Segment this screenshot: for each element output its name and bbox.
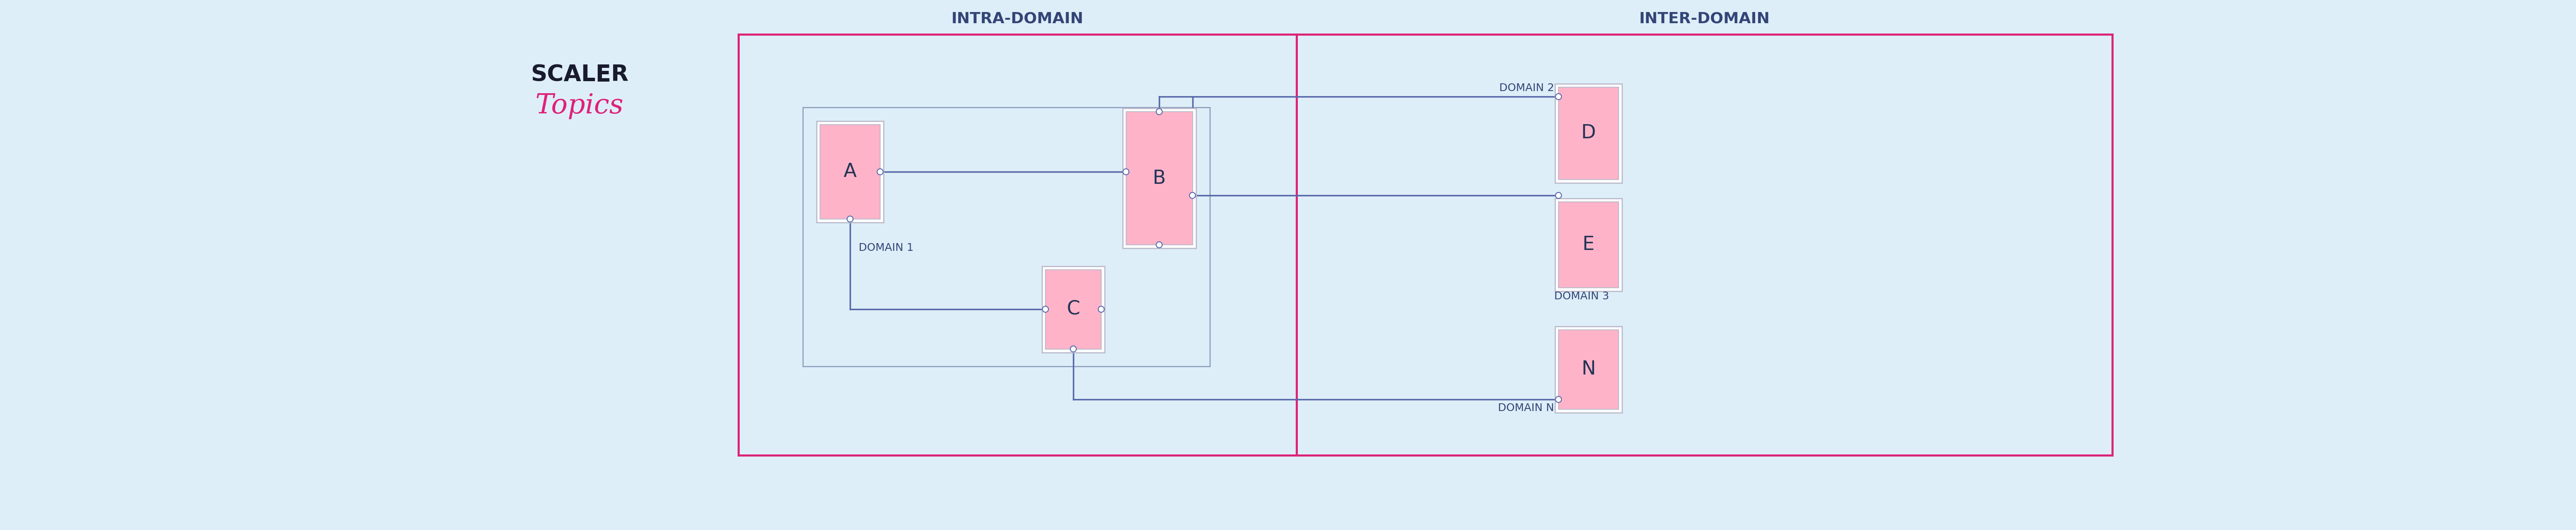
Text: B: B <box>1151 169 1167 188</box>
Text: N: N <box>1582 360 1595 378</box>
Circle shape <box>1157 242 1162 248</box>
Circle shape <box>1556 94 1561 100</box>
Circle shape <box>876 169 884 175</box>
Text: DOMAIN 3: DOMAIN 3 <box>1553 291 1610 302</box>
Text: Topics: Topics <box>536 92 623 119</box>
FancyBboxPatch shape <box>1558 330 1618 409</box>
Text: E: E <box>1582 235 1595 254</box>
FancyBboxPatch shape <box>1556 326 1623 412</box>
FancyBboxPatch shape <box>1558 202 1618 288</box>
FancyBboxPatch shape <box>1046 270 1103 349</box>
FancyBboxPatch shape <box>1556 198 1623 291</box>
Text: A: A <box>842 163 858 181</box>
Circle shape <box>1072 346 1077 352</box>
FancyBboxPatch shape <box>817 121 884 223</box>
FancyBboxPatch shape <box>1041 266 1105 352</box>
Text: D: D <box>1582 124 1597 143</box>
FancyBboxPatch shape <box>819 125 881 219</box>
Circle shape <box>1157 109 1162 114</box>
Bar <box>804 108 1211 366</box>
Text: SCALER: SCALER <box>531 64 629 86</box>
Text: DOMAIN 1: DOMAIN 1 <box>858 243 914 253</box>
Text: C: C <box>1066 300 1079 319</box>
Circle shape <box>1123 169 1128 175</box>
Circle shape <box>848 216 853 222</box>
Text: DOMAIN N: DOMAIN N <box>1499 403 1553 413</box>
Circle shape <box>1097 306 1105 312</box>
Circle shape <box>1556 396 1561 402</box>
Circle shape <box>1043 306 1048 312</box>
Text: INTRA-DOMAIN: INTRA-DOMAIN <box>951 11 1084 26</box>
FancyBboxPatch shape <box>1558 87 1618 179</box>
Text: INTER-DOMAIN: INTER-DOMAIN <box>1638 11 1770 26</box>
FancyBboxPatch shape <box>1556 84 1623 183</box>
Circle shape <box>1556 192 1561 198</box>
FancyBboxPatch shape <box>1123 108 1195 248</box>
Circle shape <box>1190 192 1195 198</box>
Text: DOMAIN 2: DOMAIN 2 <box>1499 83 1553 93</box>
FancyBboxPatch shape <box>1126 112 1193 245</box>
